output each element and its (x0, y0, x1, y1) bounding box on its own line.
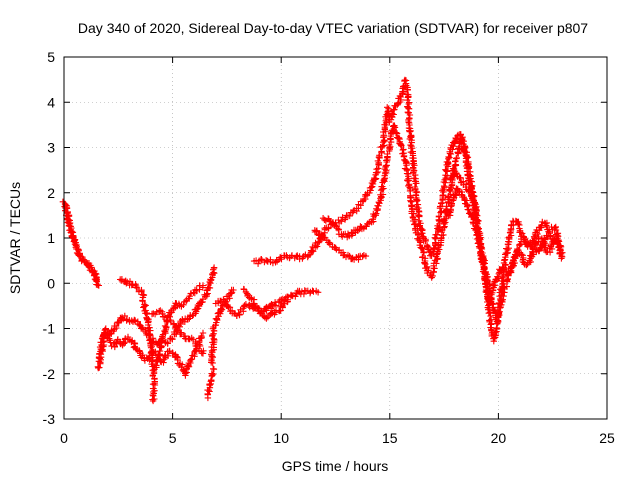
data-track (148, 307, 207, 357)
y-tick-label: 1 (47, 230, 55, 246)
data-track (447, 168, 480, 215)
grid (64, 57, 607, 419)
y-tick-label: -3 (43, 411, 56, 427)
x-tick-label: 5 (169, 430, 177, 446)
x-tick-label: 0 (60, 430, 68, 446)
data-track (201, 264, 218, 300)
data-track (445, 185, 500, 323)
data-track (208, 286, 237, 367)
y-tick-label: -2 (43, 366, 56, 382)
x-tick-label: 10 (273, 430, 289, 446)
data-track (250, 122, 566, 345)
series-sdtvar (59, 76, 566, 405)
data-track (117, 276, 159, 405)
chart-title: Day 340 of 2020, Sidereal Day-to-day VTE… (78, 20, 588, 36)
data-track (62, 202, 100, 285)
y-tick-label: 2 (47, 185, 55, 201)
y-tick-label: 4 (47, 94, 55, 110)
data-points (59, 76, 566, 405)
y-tick-label: 5 (47, 49, 55, 65)
y-axis-label: SDTVAR / TECUs (7, 182, 23, 294)
data-track (492, 232, 561, 323)
y-tick-label: -1 (43, 321, 56, 337)
x-tick-label: 20 (491, 430, 507, 446)
data-track (311, 227, 370, 263)
x-tick-label: 15 (382, 430, 398, 446)
y-tick-label: 0 (47, 275, 55, 291)
data-track (319, 76, 566, 308)
data-track (204, 365, 218, 402)
x-axis-label: GPS time / hours (282, 458, 389, 474)
x-tick-label: 25 (599, 430, 615, 446)
axes: 0 5 10 15 20 25 -3 -2 -1 0 1 2 3 4 5 (43, 49, 615, 446)
data-track (240, 285, 291, 322)
y-tick-label: 3 (47, 140, 55, 156)
